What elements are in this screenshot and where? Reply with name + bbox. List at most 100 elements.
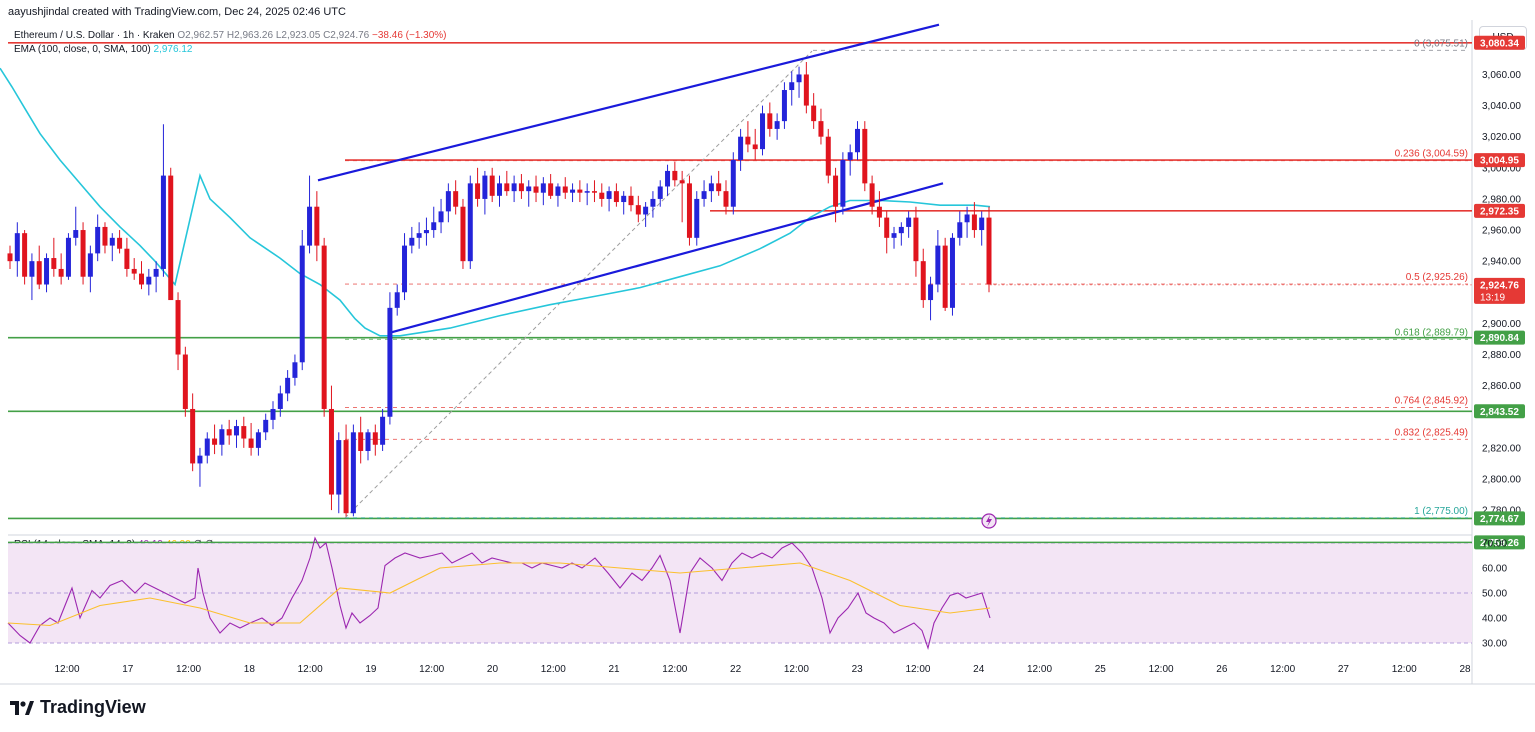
candle-body [226,429,232,436]
candle-body [336,440,342,495]
candle-body [942,245,948,308]
candle-body [730,160,736,207]
candle-body [935,245,941,285]
candle-body [87,253,93,277]
candle-body [36,261,42,285]
candle-body [891,233,897,238]
creator-line: aayushjindal created with TradingView.co… [8,6,346,18]
price-tick-label: 2,960.00 [1482,226,1521,237]
price-tag [1474,203,1525,218]
candle-body [394,292,400,308]
price-tick-label: 3,020.00 [1482,132,1521,143]
time-tick-label: 12:00 [298,664,323,675]
candle-body [672,170,678,181]
candle-body [555,186,561,196]
fib-level-label: 0.764 (2,845.92) [1395,396,1468,407]
time-tick-label: 27 [1338,664,1350,675]
horizontal-levels [8,42,1472,544]
candle-body [146,276,152,285]
candle-body [263,419,269,433]
price-tick-label: 2,980.00 [1482,194,1521,205]
candle-body [29,261,35,277]
ohlc-values: O2,962.57 H2,963.26 L2,923.05 C2,924.76 [177,30,370,41]
time-tick-label: 12:00 [662,664,687,675]
candle-body [241,426,247,439]
candle-body [716,183,722,192]
brand-name: TradingView [40,697,146,717]
candle-body [14,233,20,262]
candle-body [577,189,583,193]
candle-body [650,198,656,207]
candle-body [825,136,831,176]
price-tag-label: 2,924.76 [1480,280,1519,291]
fib-trend-line [344,50,813,519]
candle-body [884,217,890,238]
change-value: −38.46 (−1.30%) [372,30,447,41]
candle-body [292,362,298,378]
time-tick-label: 19 [365,664,377,675]
time-axis[interactable]: 12:00 17 12:00 18 12:00 19 12:00 20 12:00 21 12:00… [54,664,1471,675]
candle-body [219,429,225,445]
rsi-tick-label: 60.00 [1482,564,1507,575]
channel-lines[interactable] [317,23,944,334]
candle-body [431,222,437,231]
candle-body [117,237,123,249]
candle-body [811,105,817,122]
price-tick-label: 2,800.00 [1482,474,1521,485]
candle-body [920,261,926,301]
candle-body [738,136,744,161]
price-axis[interactable]: 3,060.00 3,040.00 3,020.00 3,000.00 2,980.00… [1474,35,1525,650]
rsi-sma-line [7,562,991,627]
candles [7,62,992,517]
fibonacci-retracement[interactable]: 0 (3,075.51) 0.236 (3,004.59) 0.5 (2,925.2… [344,38,1468,519]
candle-body [818,121,824,137]
time-tick-label: 12:00 [54,664,79,675]
candle-body [124,248,130,269]
misc-marks [981,513,997,529]
fib-level-label: 0.236 (3,004.59) [1395,149,1468,160]
time-tick-label: 12:00 [419,664,444,675]
candle-body [343,440,349,514]
time-tick-label: 17 [122,664,134,675]
time-tick-label: 12:00 [1027,664,1052,675]
candle-body [570,189,576,193]
candle-body [453,191,459,207]
candle-body [285,377,291,394]
symbol-title[interactable]: Ethereum / U.S. Dollar · 1h · Kraken [14,30,175,41]
candle-body [212,438,218,445]
price-tick-label: 2,940.00 [1482,257,1521,268]
time-tick-label: 12:00 [1270,664,1295,675]
time-tick-label: 20 [487,664,499,675]
candle-body [270,408,276,420]
candle-body [584,191,590,193]
time-tick-label: 18 [244,664,256,675]
candle-body [504,183,510,192]
candle-body [708,183,714,192]
time-tick-label: 12:00 [1149,664,1174,675]
price-chart[interactable]: 0 (3,075.51) 0.236 (3,004.59) 0.5 (2,925.2… [0,0,1535,690]
candle-body [833,175,839,207]
brand[interactable]: TradingView [10,697,146,718]
candle-body [438,211,444,223]
candle-body [44,258,50,285]
price-tag-label: 2,759.26 [1480,538,1519,549]
candle-body [321,245,327,409]
lightning-icon [986,515,992,527]
rsi-tick-label: 30.00 [1482,639,1507,650]
candle-body [131,268,137,274]
candle-body [416,233,422,238]
channel-lower-line [389,182,944,334]
price-tag [1474,330,1525,345]
candle-body [971,214,977,231]
candle-body [197,455,203,464]
candle-body [204,438,210,456]
price-tick-label: 3,060.00 [1482,70,1521,81]
price-tag-label: 2,843.52 [1480,407,1519,418]
rsi-tick-label: 50.00 [1482,589,1507,600]
candle-body [869,183,875,207]
candle-body [621,195,627,203]
candle-body [745,136,751,145]
time-tick-label: 22 [730,664,742,675]
candle-body [328,408,334,495]
ema-label[interactable]: EMA (100, close, 0, SMA, 100) [14,44,151,55]
